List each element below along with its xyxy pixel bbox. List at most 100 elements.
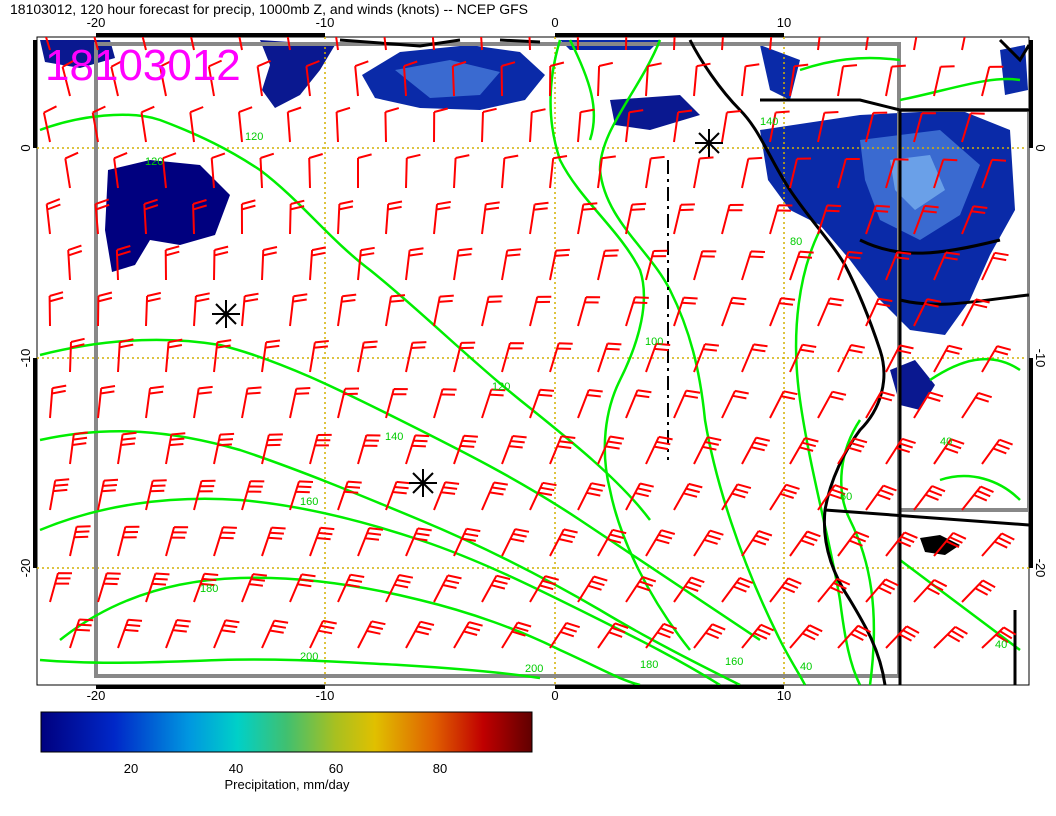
wind-barb [501,528,530,557]
wind-barb [110,59,125,97]
wind-barb [501,154,519,189]
colorbar-tick: 40 [229,761,243,776]
wind-barb [885,64,906,97]
contour-labels: 120 120 140 160 180 200 200 100 120 180 … [145,116,1007,675]
wind-barb [453,434,478,465]
wind-barb [597,61,614,97]
svg-text:-10: -10 [316,688,335,703]
wind-barb [576,37,579,51]
wind-barb [385,388,408,419]
wind-barb [97,291,113,327]
colorbar-tick: 60 [329,761,343,776]
svg-text:-10: -10 [18,349,33,368]
wind-barb [64,151,79,189]
star-marker [695,129,723,157]
wind-barb [529,201,549,235]
wind-barb [165,338,183,373]
wind-barb [933,438,965,465]
wind-barb [789,437,819,465]
wind-barb [577,389,603,419]
wind-barb [961,37,966,51]
wind-barb [69,337,85,373]
wind-barb [337,293,357,327]
wind-barb [91,105,106,143]
contour-label: 40 [800,661,812,673]
wind-barb [405,620,435,649]
wind-barb [385,480,411,511]
wind-barb [645,529,676,557]
contour-label: 140 [760,116,778,128]
wind-barb [817,390,847,419]
wind-barb [528,37,531,51]
contour-label: 180 [200,583,218,595]
wind-barb [357,153,372,188]
wind-barb [645,622,678,649]
wind-barb [238,37,243,51]
svg-text:-20: -20 [87,688,106,703]
wind-barb [385,294,406,327]
wind-barb [789,63,809,97]
wind-barb [913,204,939,235]
wind-barb [673,203,695,235]
contour-label: 40 [995,639,1007,651]
wind-barb [885,625,920,649]
wind-barb [673,389,701,419]
wind-barb [261,433,283,465]
wind-barb [933,625,968,649]
wind-barb [210,152,226,189]
contour-label: 160 [300,496,318,508]
wind-barb [961,579,996,603]
x-ticks-top: -20 -10 0 10 [87,15,792,30]
contour-label: 180 [640,659,658,671]
wind-barb [549,528,578,557]
wind-barb [865,391,895,419]
wind-barb [49,572,73,603]
svg-text:0: 0 [551,688,558,703]
wind-barb [625,576,657,603]
wind-barb [721,576,754,603]
wind-barb [481,295,503,327]
wind-barb [885,531,918,557]
star-marker [409,469,437,497]
wind-barb [789,250,814,281]
wind-barb [933,251,960,281]
wind-barb [354,60,369,97]
wind-barb [190,37,195,51]
svg-text:0: 0 [551,15,558,30]
wind-barb [357,246,375,281]
wind-barb [865,204,890,235]
colorbar-label: Precipitation, mm/day [225,777,350,792]
wind-barb [207,59,223,97]
wind-barb [741,530,773,557]
wind-barb [145,572,170,603]
wind-barb [673,482,703,511]
wind-barb [913,112,936,143]
wind-barb [837,437,868,465]
wind-barb [481,201,500,235]
svg-text:0: 0 [1033,144,1048,151]
wind-barb [961,205,988,235]
wind-barb [837,250,863,281]
wind-barb [405,527,432,557]
wind-barb [309,526,335,557]
wind-barb [817,577,851,603]
wind-barb [259,152,275,189]
wind-barb [981,158,1007,189]
wind-barb [501,342,525,373]
wind-barb [529,481,557,511]
wind-barb [481,481,508,511]
wind-barb [865,111,888,143]
wind-barb [721,389,749,419]
wind-barb [286,37,291,51]
wind-barb [45,198,61,235]
wind-barb [865,37,869,51]
wind-barb [48,291,64,327]
wind-barb [433,107,448,143]
wind-barb [49,478,70,511]
wind-barb [549,435,576,465]
wind-barb [384,107,400,143]
wind-barb [769,204,793,235]
wind-barb [645,435,673,465]
wind-barb [165,619,191,649]
wind-barb [597,435,625,465]
